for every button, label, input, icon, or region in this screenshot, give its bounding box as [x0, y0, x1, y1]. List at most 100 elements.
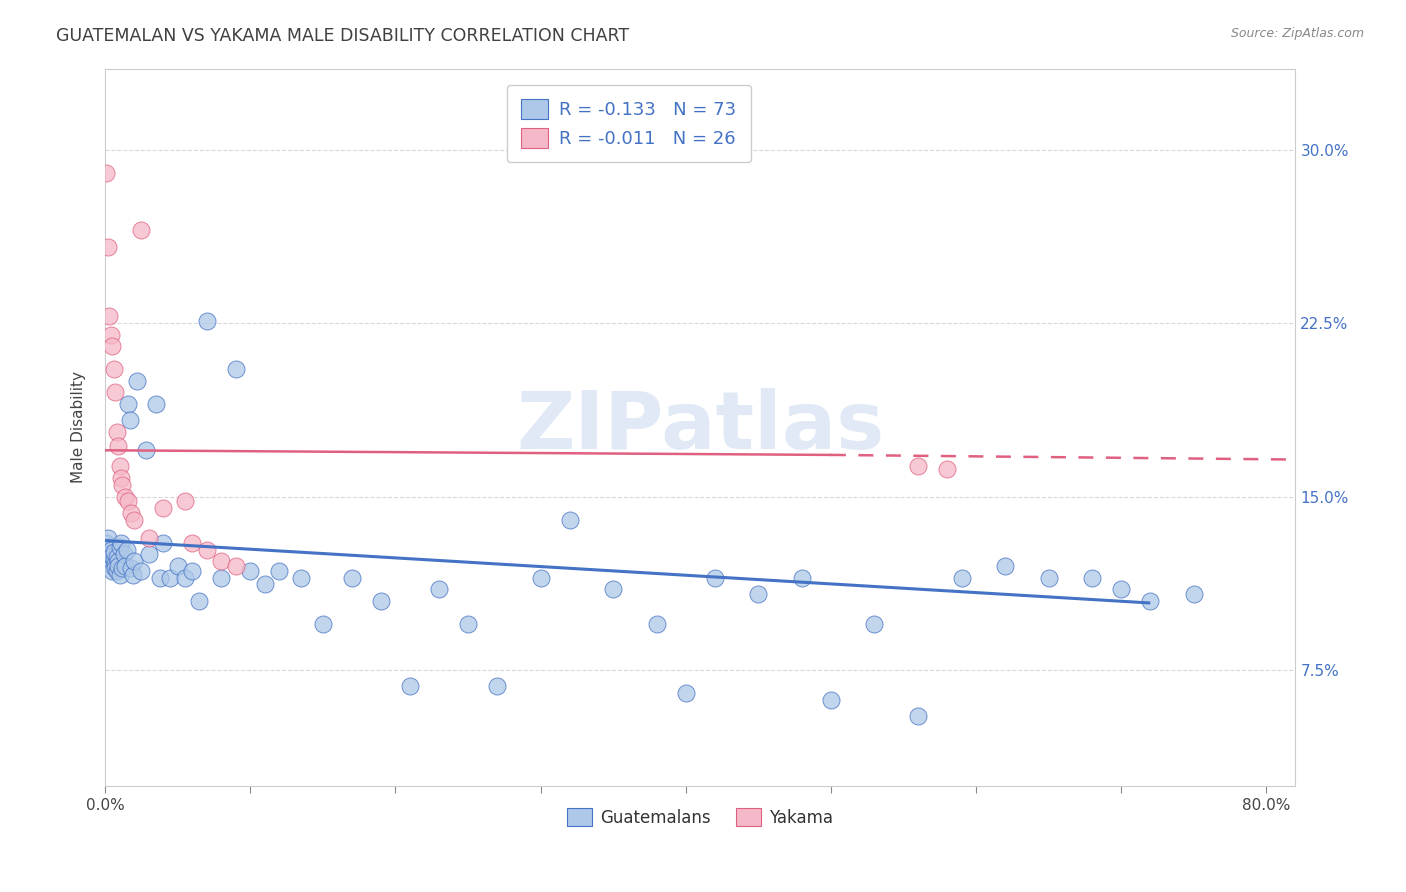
- Point: [97, 240, 120, 254]
- Text: GUATEMALAN VS YAKAMA MALE DISABILITY CORRELATION CHART: GUATEMALAN VS YAKAMA MALE DISABILITY COR…: [56, 27, 630, 45]
- Point: [195, 542, 218, 557]
- Point: [239, 564, 262, 578]
- Point: [195, 314, 218, 328]
- Point: [103, 362, 125, 376]
- Point: [101, 564, 124, 578]
- Point: [110, 536, 132, 550]
- Point: [100, 549, 122, 564]
- Point: [96, 166, 118, 180]
- Point: [138, 548, 160, 562]
- Point: [129, 564, 152, 578]
- Point: [370, 593, 392, 607]
- Point: [105, 564, 128, 578]
- Point: [114, 490, 136, 504]
- Point: [703, 570, 725, 584]
- Point: [120, 506, 142, 520]
- Point: [173, 570, 195, 584]
- Point: [645, 616, 668, 631]
- Point: [529, 570, 551, 584]
- Point: [173, 494, 195, 508]
- Point: [159, 570, 181, 584]
- Point: [122, 554, 145, 568]
- Point: [747, 587, 769, 601]
- Point: [98, 548, 121, 562]
- Point: [863, 616, 886, 631]
- Point: [107, 559, 129, 574]
- Point: [181, 536, 204, 550]
- Point: [950, 570, 973, 584]
- Point: [181, 564, 204, 578]
- Point: [188, 593, 211, 607]
- Legend: Guatemalans, Yakama: Guatemalans, Yakama: [558, 799, 842, 835]
- Point: [117, 494, 139, 508]
- Point: [121, 568, 143, 582]
- Point: [675, 686, 697, 700]
- Point: [820, 693, 842, 707]
- Point: [135, 443, 157, 458]
- Point: [253, 577, 276, 591]
- Point: [108, 568, 131, 582]
- Point: [115, 542, 138, 557]
- Point: [1081, 570, 1104, 584]
- Point: [105, 425, 128, 439]
- Text: ZIPatlas: ZIPatlas: [516, 388, 884, 467]
- Point: [209, 554, 232, 568]
- Point: [152, 536, 174, 550]
- Point: [269, 564, 291, 578]
- Point: [457, 616, 479, 631]
- Text: Source: ZipAtlas.com: Source: ZipAtlas.com: [1230, 27, 1364, 40]
- Point: [120, 561, 142, 575]
- Point: [104, 561, 127, 575]
- Point: [101, 339, 124, 353]
- Point: [104, 557, 127, 571]
- Point: [936, 462, 959, 476]
- Point: [101, 559, 124, 574]
- Point: [104, 385, 127, 400]
- Point: [1038, 570, 1060, 584]
- Point: [110, 471, 132, 485]
- Point: [907, 459, 929, 474]
- Point: [312, 616, 335, 631]
- Point: [105, 549, 128, 564]
- Point: [994, 559, 1017, 574]
- Point: [152, 501, 174, 516]
- Point: [103, 545, 125, 559]
- Point: [1139, 593, 1161, 607]
- Point: [97, 531, 120, 545]
- Point: [399, 679, 422, 693]
- Point: [118, 413, 141, 427]
- Point: [485, 679, 508, 693]
- Point: [112, 548, 135, 562]
- Point: [427, 582, 450, 596]
- Y-axis label: Male Disability: Male Disability: [72, 371, 86, 483]
- Point: [602, 582, 624, 596]
- Point: [907, 709, 929, 723]
- Point: [340, 570, 363, 584]
- Point: [122, 513, 145, 527]
- Point: [117, 397, 139, 411]
- Point: [1109, 582, 1132, 596]
- Point: [111, 478, 134, 492]
- Point: [98, 554, 121, 568]
- Point: [114, 559, 136, 574]
- Point: [111, 561, 134, 575]
- Point: [138, 531, 160, 545]
- Point: [290, 570, 312, 584]
- Point: [558, 513, 581, 527]
- Point: [100, 542, 122, 557]
- Point: [145, 397, 167, 411]
- Point: [125, 374, 148, 388]
- Point: [100, 327, 122, 342]
- Point: [108, 459, 131, 474]
- Point: [129, 223, 152, 237]
- Point: [166, 559, 188, 574]
- Point: [107, 439, 129, 453]
- Point: [149, 570, 172, 584]
- Point: [108, 541, 131, 555]
- Point: [790, 570, 813, 584]
- Point: [107, 554, 129, 568]
- Point: [98, 309, 121, 323]
- Point: [97, 541, 120, 555]
- Point: [1182, 587, 1205, 601]
- Point: [225, 559, 247, 574]
